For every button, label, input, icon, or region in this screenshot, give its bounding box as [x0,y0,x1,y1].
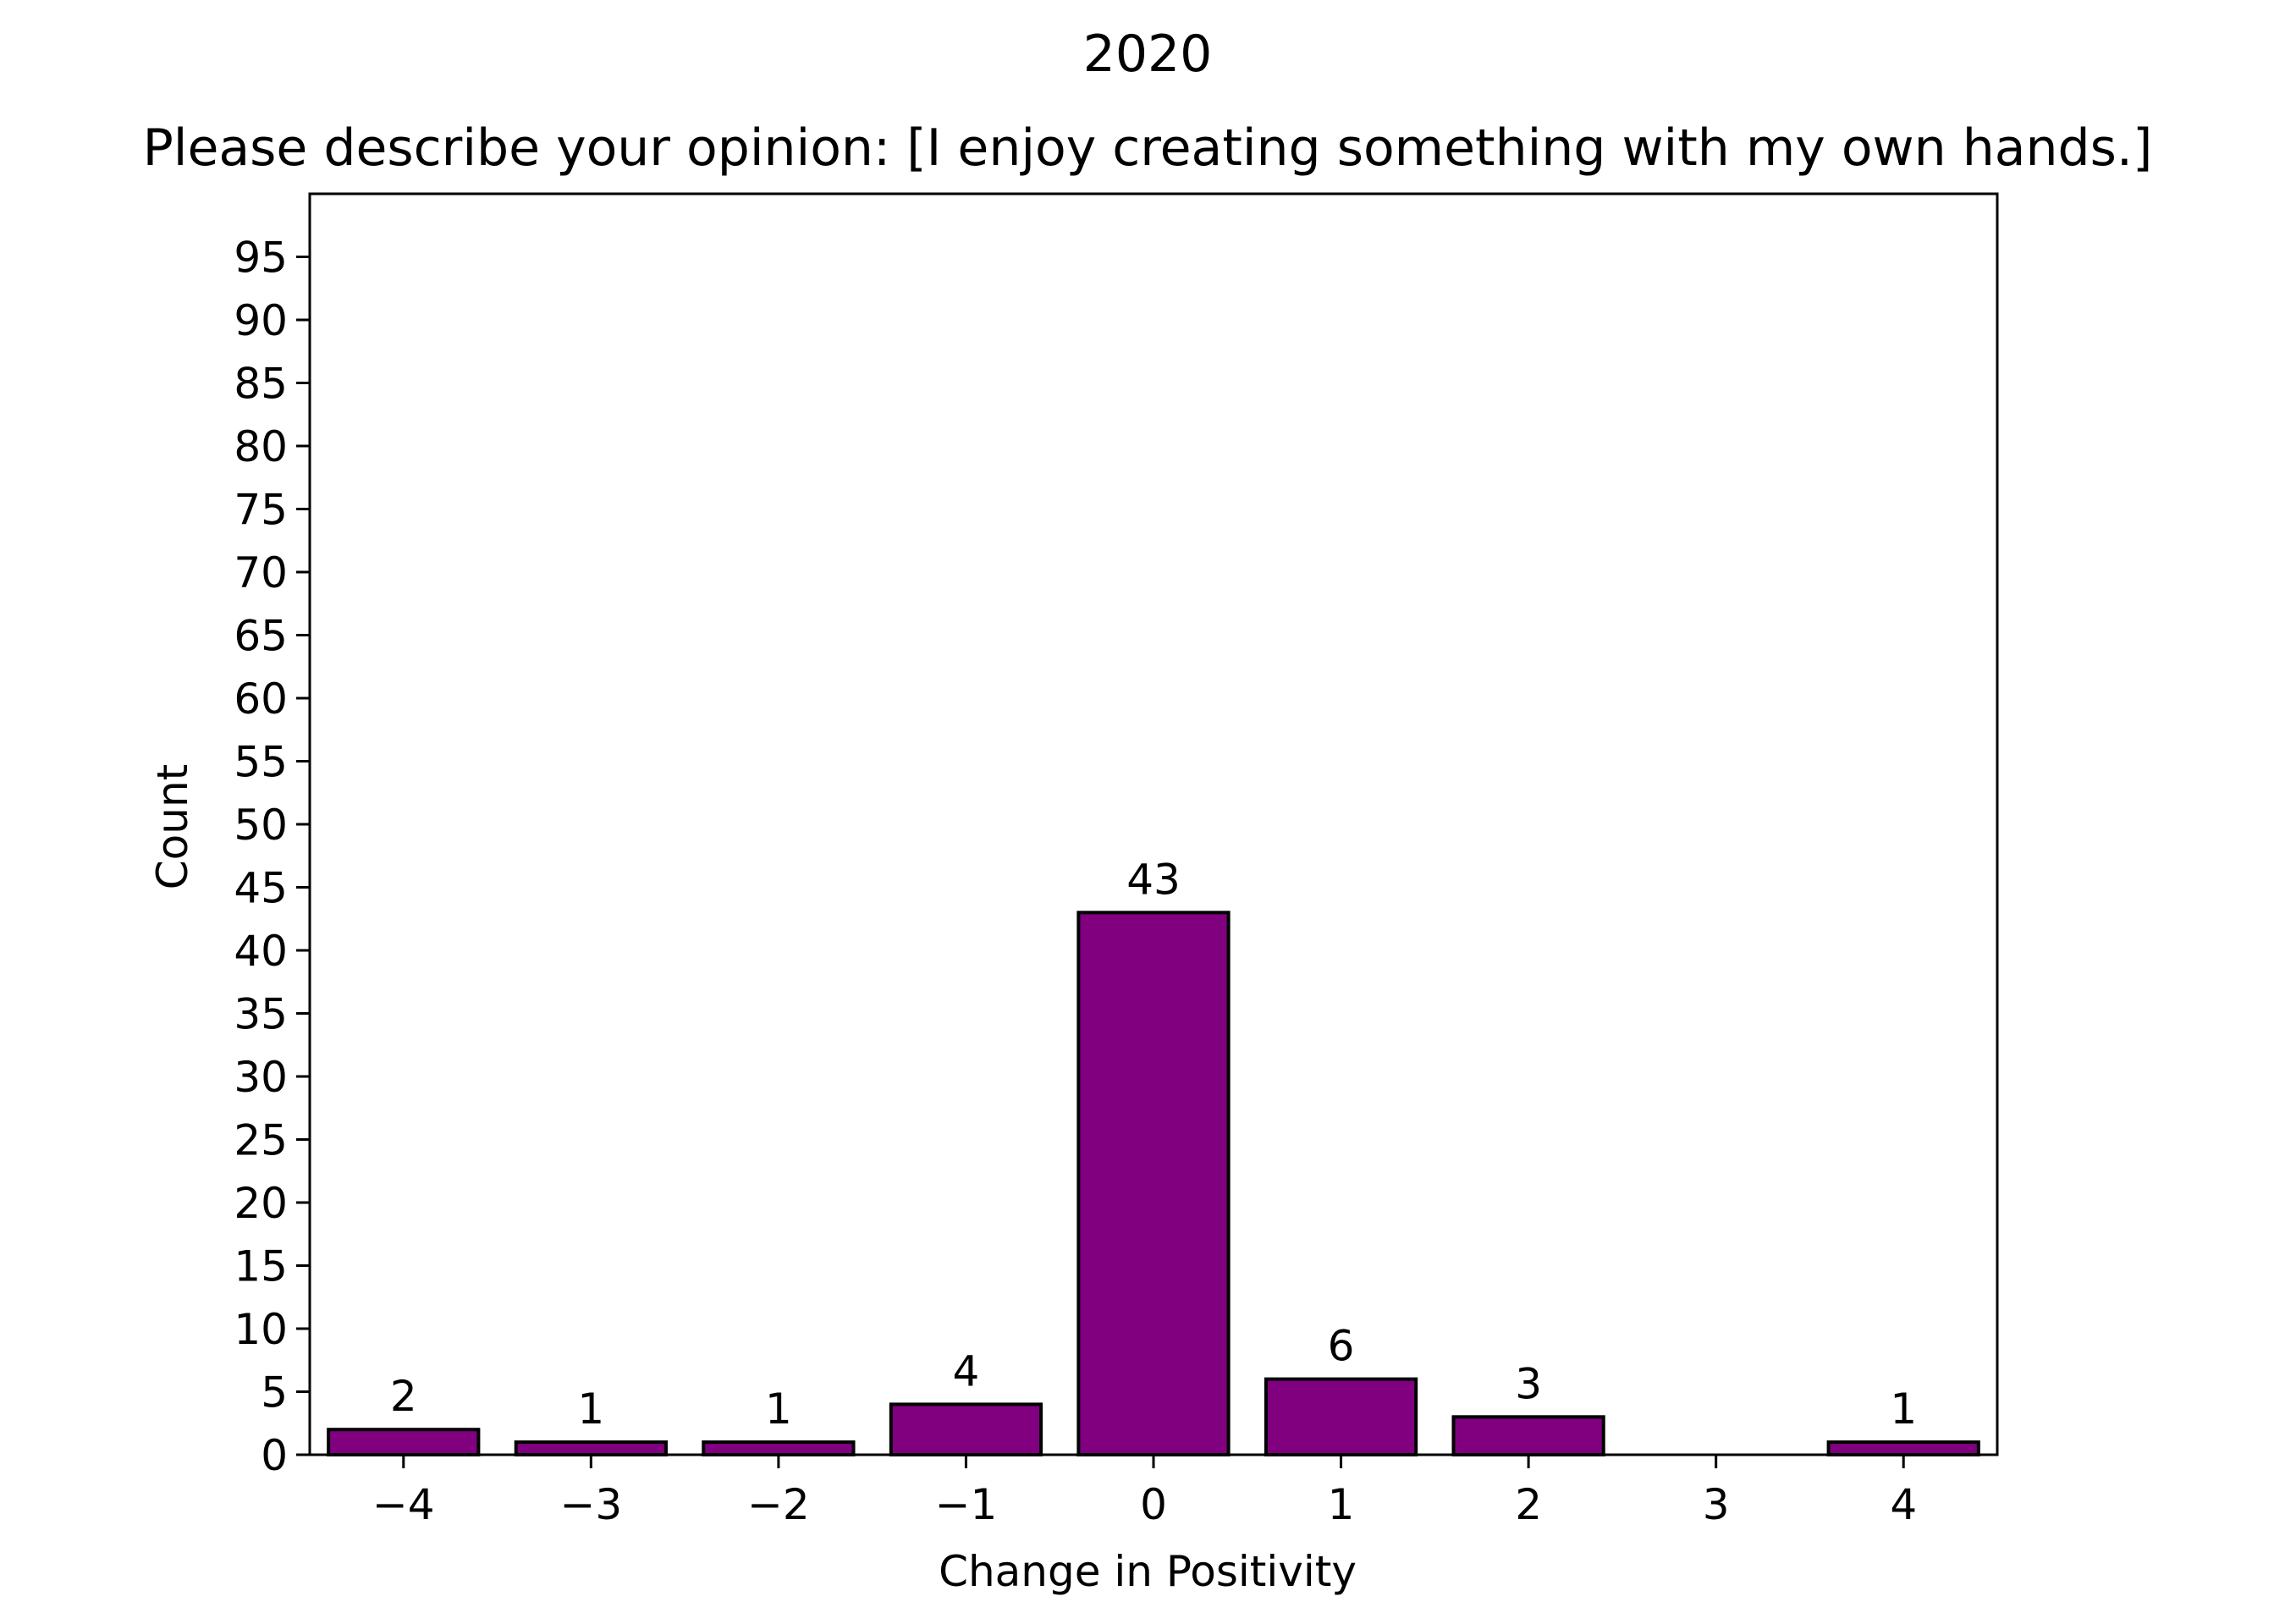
x-tick-label: 4 [1890,1480,1917,1529]
x-tick-label: −3 [559,1480,622,1529]
y-tick-label: 50 [234,801,288,850]
bar-data-label: 2 [390,1372,417,1421]
y-tick-label: 60 [234,674,288,724]
x-tick-label: −2 [747,1480,810,1529]
y-axis-label: Count [148,764,197,890]
bar [1076,911,1231,1457]
y-tick-label: 45 [234,864,288,913]
y-tick-label: 5 [261,1368,288,1418]
y-tick-label: 25 [234,1116,288,1165]
plot-area: 2 1 14436310510152025303540455055606570758… [234,192,1999,1529]
x-axis-label: Change in Positivity [939,1547,1357,1596]
y-tick-label: 75 [234,486,288,535]
y-tick-label: 40 [234,927,288,976]
bar-data-label: 43 [1126,855,1181,904]
y-tick-label: 20 [234,1179,288,1228]
bar-data-label: 3 [1515,1359,1542,1408]
x-tick-label: −1 [935,1480,998,1529]
y-tick-label: 85 [234,360,288,409]
y-tick-label: 65 [234,612,288,661]
bar [889,1402,1043,1457]
chart-suptitle: 2020 [1083,25,1213,84]
y-tick-label: 30 [234,1053,288,1102]
y-tick-label: 95 [234,234,288,283]
bar [1826,1440,1980,1456]
bar [327,1428,481,1456]
bar-data-label: 1 [1890,1385,1917,1434]
bar-data-label: 4 [953,1346,980,1396]
bar-data-label: 6 [1328,1322,1355,1371]
bar [702,1440,856,1456]
x-tick-label: 0 [1140,1480,1167,1529]
y-tick-label: 35 [234,990,288,1039]
x-tick-label: 1 [1328,1480,1355,1529]
x-tick-label: −4 [372,1480,435,1529]
bar [1264,1377,1418,1456]
y-tick-label: 90 [234,296,288,345]
bar-data-label: 1 [765,1385,792,1434]
bar [1451,1415,1605,1457]
y-tick-label: 15 [234,1242,288,1291]
chart-title: Please describe your opinion: [I enjoy c… [143,118,2153,178]
y-tick-label: 55 [234,738,288,787]
x-tick-label: 3 [1703,1480,1730,1529]
y-tick-label: 80 [234,422,288,471]
y-tick-label: 70 [234,548,288,597]
bar-data-label: 1 [577,1385,604,1434]
bar [514,1440,668,1456]
x-tick-label: 2 [1515,1480,1542,1529]
y-tick-label: 10 [234,1305,288,1354]
y-tick-label: 0 [261,1431,288,1480]
